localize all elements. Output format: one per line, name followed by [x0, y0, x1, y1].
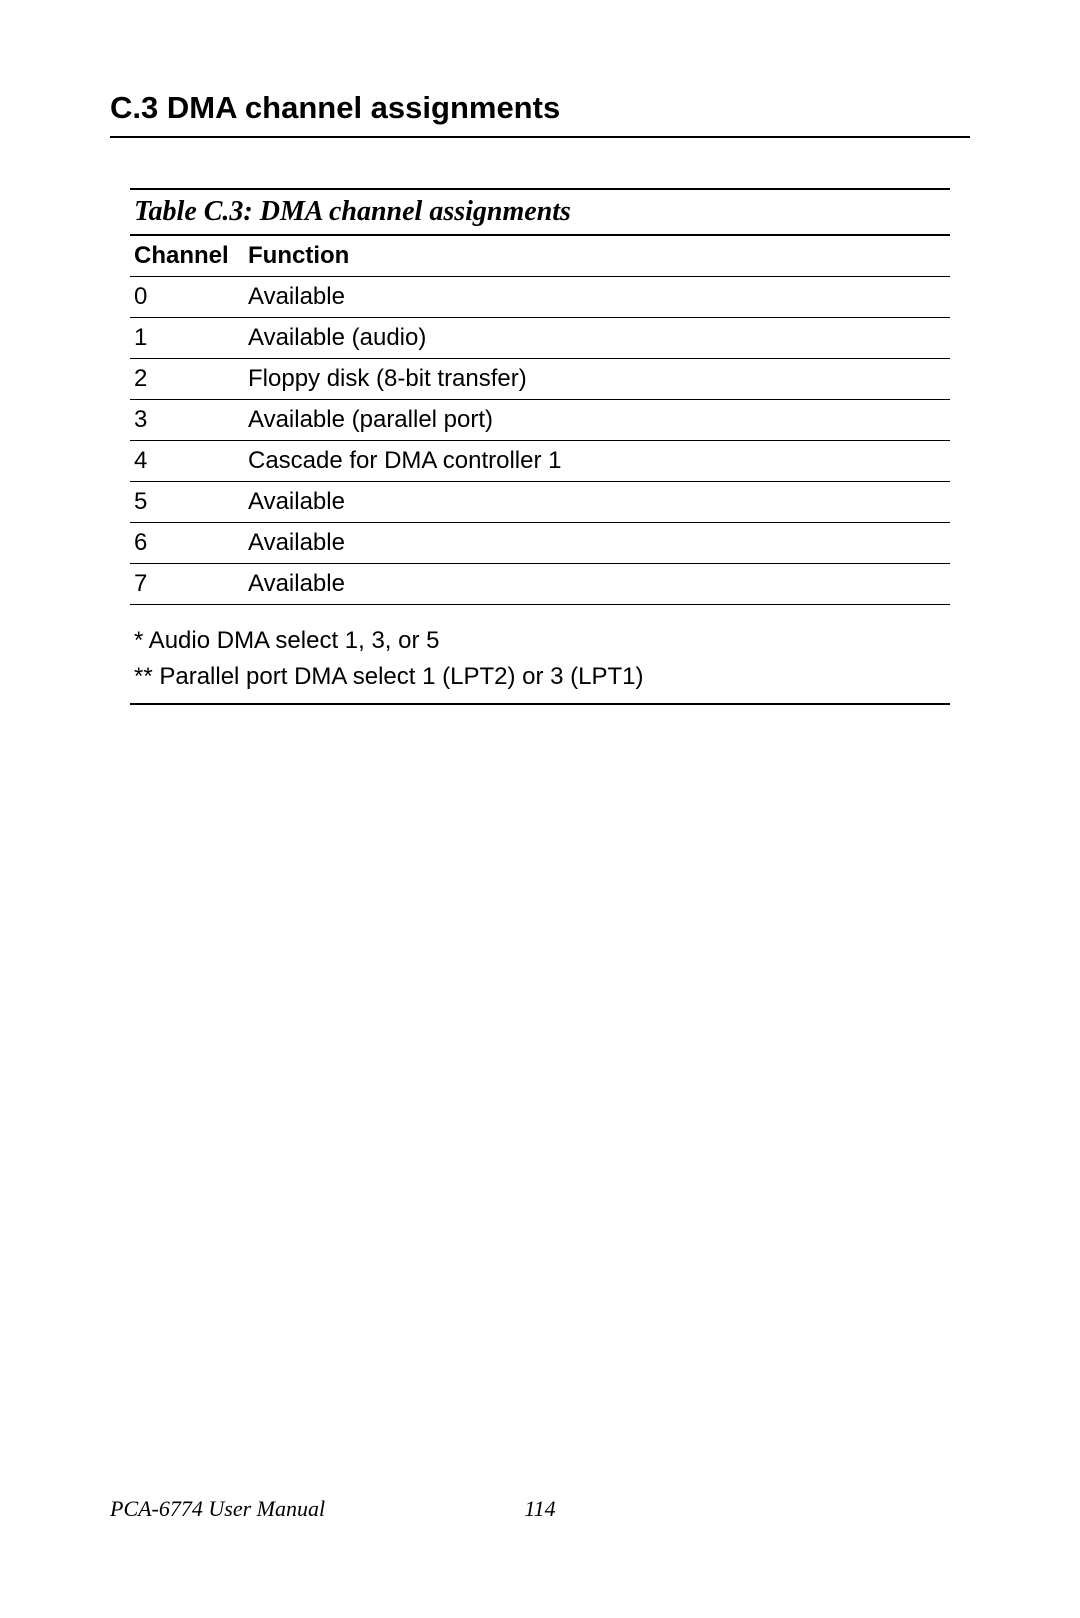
- table-row: 4 Cascade for DMA controller 1: [130, 441, 950, 482]
- dma-table: Channel Function 0 Available 1 Available…: [130, 236, 950, 605]
- cell-function: Available: [244, 482, 950, 523]
- cell-channel: 2: [130, 359, 244, 400]
- table-row: 1 Available (audio): [130, 318, 950, 359]
- table-header-row: Channel Function: [130, 236, 950, 277]
- table-row: 0 Available: [130, 277, 950, 318]
- table-notes: * Audio DMA select 1, 3, or 5 ** Paralle…: [130, 605, 950, 705]
- cell-channel: 0: [130, 277, 244, 318]
- cell-function: Available: [244, 564, 950, 605]
- cell-channel: 4: [130, 441, 244, 482]
- cell-function: Available: [244, 277, 950, 318]
- cell-channel: 5: [130, 482, 244, 523]
- page: C.3 DMA channel assignments Table C.3: D…: [0, 0, 1080, 1618]
- cell-channel: 3: [130, 400, 244, 441]
- cell-channel: 6: [130, 523, 244, 564]
- cell-channel: 7: [130, 564, 244, 605]
- column-header-channel: Channel: [130, 236, 244, 277]
- footer-manual-title: PCA-6774 User Manual: [110, 1496, 325, 1522]
- cell-function: Cascade for DMA controller 1: [244, 441, 950, 482]
- cell-channel: 1: [130, 318, 244, 359]
- table-row: 6 Available: [130, 523, 950, 564]
- table-container: Table C.3: DMA channel assignments Chann…: [130, 188, 950, 705]
- table-title: Table C.3: DMA channel assignments: [130, 188, 950, 236]
- table-row: 2 Floppy disk (8-bit transfer): [130, 359, 950, 400]
- column-header-function: Function: [244, 236, 950, 277]
- table-row: 7 Available: [130, 564, 950, 605]
- cell-function: Available: [244, 523, 950, 564]
- cell-function: Floppy disk (8-bit transfer): [244, 359, 950, 400]
- cell-function: Available (audio): [244, 318, 950, 359]
- page-footer: PCA-6774 User Manual 114: [110, 1496, 970, 1522]
- table-note: * Audio DMA select 1, 3, or 5: [134, 623, 950, 659]
- table-row: 5 Available: [130, 482, 950, 523]
- section-heading: C.3 DMA channel assignments: [110, 90, 970, 138]
- footer-page-number: 114: [524, 1496, 555, 1522]
- cell-function: Available (parallel port): [244, 400, 950, 441]
- table-row: 3 Available (parallel port): [130, 400, 950, 441]
- table-note: ** Parallel port DMA select 1 (LPT2) or …: [134, 659, 950, 695]
